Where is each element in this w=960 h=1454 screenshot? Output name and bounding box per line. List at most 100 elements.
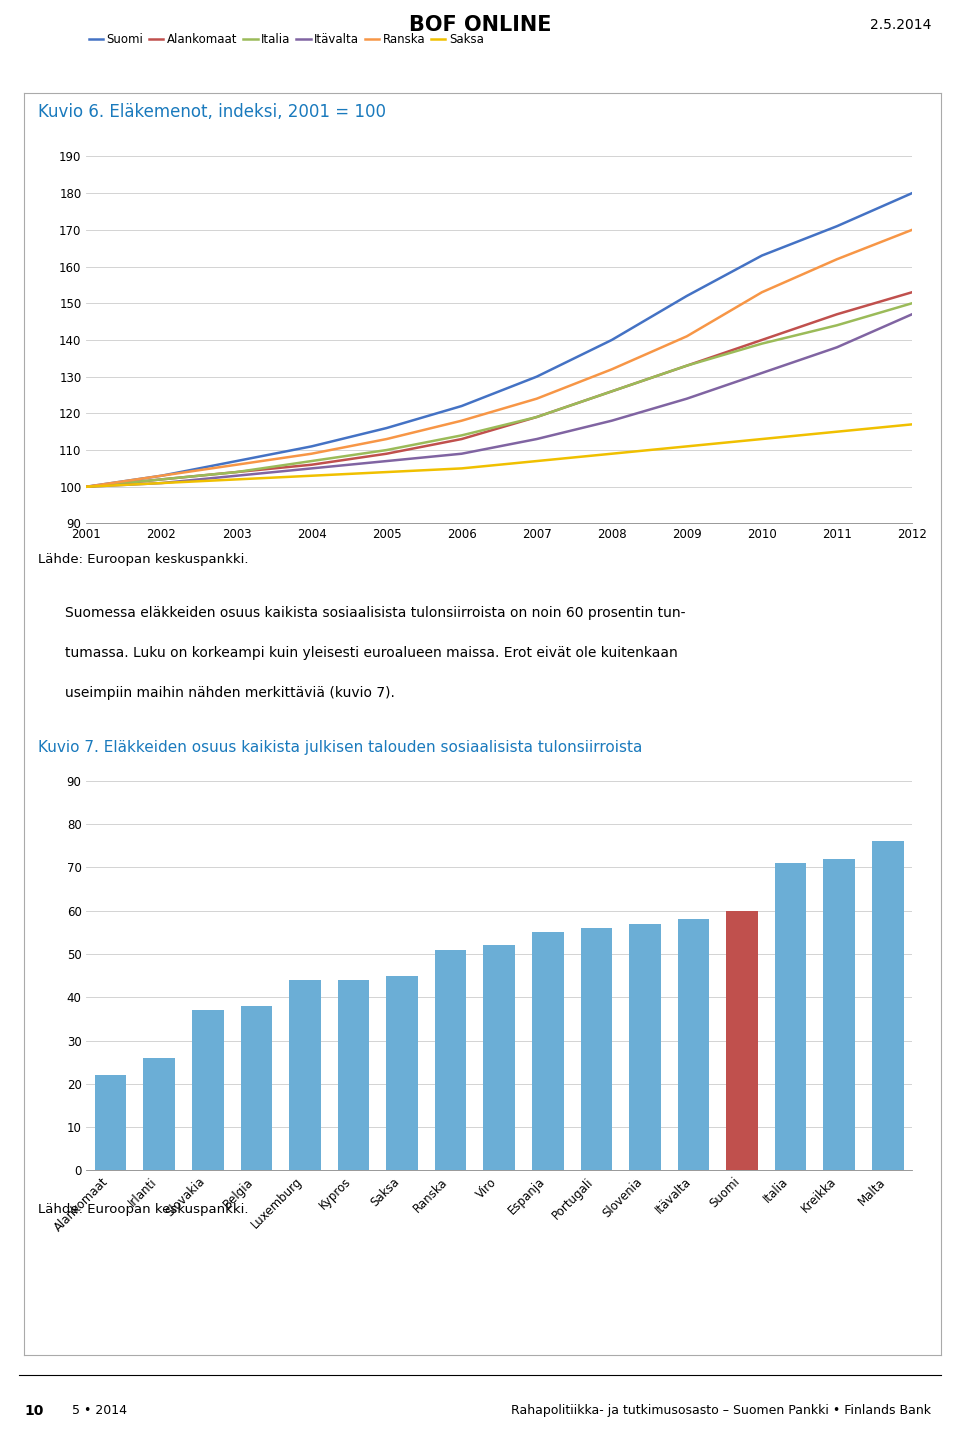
Bar bbox=[289, 980, 321, 1170]
Saksa bbox=[156, 474, 167, 491]
Italia bbox=[756, 334, 768, 352]
Italia bbox=[156, 471, 167, 489]
Suomi bbox=[230, 452, 242, 470]
Alankomaat bbox=[756, 332, 768, 349]
Bar bbox=[678, 919, 709, 1170]
Ranska bbox=[306, 445, 318, 462]
Alankomaat bbox=[906, 284, 918, 301]
Suomi bbox=[531, 368, 542, 385]
Itävalta bbox=[306, 459, 318, 477]
Suomi bbox=[156, 467, 167, 484]
Saksa bbox=[230, 471, 242, 489]
Alankomaat bbox=[306, 457, 318, 474]
Itävalta bbox=[381, 452, 393, 470]
Itävalta bbox=[81, 478, 92, 496]
Alankomaat bbox=[606, 382, 617, 400]
Line: Itävalta: Itävalta bbox=[86, 314, 912, 487]
Bar bbox=[143, 1059, 175, 1170]
Text: 10: 10 bbox=[24, 1403, 43, 1418]
Text: BOF ONLINE: BOF ONLINE bbox=[409, 16, 551, 35]
Text: 2.5.2014: 2.5.2014 bbox=[870, 19, 931, 32]
Italia bbox=[681, 356, 692, 374]
Alankomaat bbox=[831, 305, 843, 323]
Itävalta bbox=[531, 430, 542, 448]
Saksa bbox=[81, 478, 92, 496]
Bar bbox=[435, 949, 467, 1170]
Suomi bbox=[81, 478, 92, 496]
Italia bbox=[831, 317, 843, 334]
Text: Rahapolitiikka- ja tutkimusosasto – Suomen Pankki • Finlands Bank: Rahapolitiikka- ja tutkimusosasto – Suom… bbox=[511, 1405, 931, 1418]
Italia bbox=[81, 478, 92, 496]
Itävalta bbox=[906, 305, 918, 323]
Ranska bbox=[81, 478, 92, 496]
Text: useimpiin maihin nähden merkittäviä (kuvio 7).: useimpiin maihin nähden merkittäviä (kuv… bbox=[65, 686, 395, 701]
Bar bbox=[629, 923, 660, 1170]
Saksa bbox=[756, 430, 768, 448]
Italia bbox=[531, 409, 542, 426]
Text: Lähde: Euroopan keskuspankki.: Lähde: Euroopan keskuspankki. bbox=[38, 554, 249, 566]
Ranska bbox=[831, 250, 843, 268]
Text: Kuvio 6. Eläkemenot, indeksi, 2001 = 100: Kuvio 6. Eläkemenot, indeksi, 2001 = 100 bbox=[38, 103, 386, 121]
Ranska bbox=[156, 467, 167, 484]
Saksa bbox=[681, 438, 692, 455]
Suomi bbox=[306, 438, 318, 455]
Itävalta bbox=[756, 365, 768, 382]
Bar bbox=[338, 980, 370, 1170]
Bar bbox=[386, 976, 418, 1170]
Line: Suomi: Suomi bbox=[86, 193, 912, 487]
Saksa bbox=[456, 459, 468, 477]
Italia bbox=[306, 452, 318, 470]
Bar bbox=[192, 1011, 224, 1170]
Text: tumassa. Luku on korkeampi kuin yleisesti euroalueen maissa. Erot eivät ole kuit: tumassa. Luku on korkeampi kuin yleisest… bbox=[65, 646, 678, 660]
Ranska bbox=[456, 411, 468, 429]
Bar bbox=[824, 859, 855, 1170]
Italia bbox=[381, 442, 393, 459]
Suomi bbox=[606, 332, 617, 349]
Ranska bbox=[681, 327, 692, 345]
Text: Suomessa eläkkeiden osuus kaikista sosiaalisista tulonsiirroista on noin 60 pros: Suomessa eläkkeiden osuus kaikista sosia… bbox=[65, 606, 685, 619]
Ranska bbox=[606, 361, 617, 378]
Itävalta bbox=[156, 474, 167, 491]
Line: Italia: Italia bbox=[86, 304, 912, 487]
Italia bbox=[230, 464, 242, 481]
Saksa bbox=[606, 445, 617, 462]
Suomi bbox=[756, 247, 768, 265]
Text: Kuvio 7. Eläkkeiden osuus kaikista julkisen talouden sosiaalisista tulonsiirrois: Kuvio 7. Eläkkeiden osuus kaikista julki… bbox=[38, 740, 643, 755]
Ranska bbox=[531, 390, 542, 407]
Italia bbox=[906, 295, 918, 313]
Alankomaat bbox=[531, 409, 542, 426]
Alankomaat bbox=[456, 430, 468, 448]
Itävalta bbox=[681, 390, 692, 407]
Bar bbox=[95, 1075, 127, 1170]
Suomi bbox=[681, 288, 692, 305]
Bar bbox=[532, 932, 564, 1170]
Ranska bbox=[381, 430, 393, 448]
Suomi bbox=[381, 419, 393, 436]
Bar bbox=[581, 928, 612, 1170]
Ranska bbox=[756, 284, 768, 301]
Suomi bbox=[456, 397, 468, 414]
Saksa bbox=[306, 467, 318, 484]
Alankomaat bbox=[230, 464, 242, 481]
Itävalta bbox=[606, 411, 617, 429]
Saksa bbox=[531, 452, 542, 470]
Saksa bbox=[831, 423, 843, 441]
Suomi bbox=[831, 218, 843, 236]
Text: 5 • 2014: 5 • 2014 bbox=[72, 1405, 127, 1418]
Line: Ranska: Ranska bbox=[86, 230, 912, 487]
Saksa bbox=[381, 464, 393, 481]
Bar bbox=[484, 945, 515, 1170]
Saksa bbox=[906, 416, 918, 433]
Legend: Suomi, Alankomaat, Italia, Itävalta, Ranska, Saksa: Suomi, Alankomaat, Italia, Itävalta, Ran… bbox=[84, 29, 489, 51]
Bar bbox=[241, 1006, 273, 1170]
Bar bbox=[775, 864, 806, 1170]
Line: Alankomaat: Alankomaat bbox=[86, 292, 912, 487]
Italia bbox=[606, 382, 617, 400]
Alankomaat bbox=[681, 356, 692, 374]
Bar bbox=[726, 910, 757, 1170]
Alankomaat bbox=[81, 478, 92, 496]
Line: Saksa: Saksa bbox=[86, 425, 912, 487]
Itävalta bbox=[230, 467, 242, 484]
Alankomaat bbox=[156, 471, 167, 489]
Italia bbox=[456, 426, 468, 443]
